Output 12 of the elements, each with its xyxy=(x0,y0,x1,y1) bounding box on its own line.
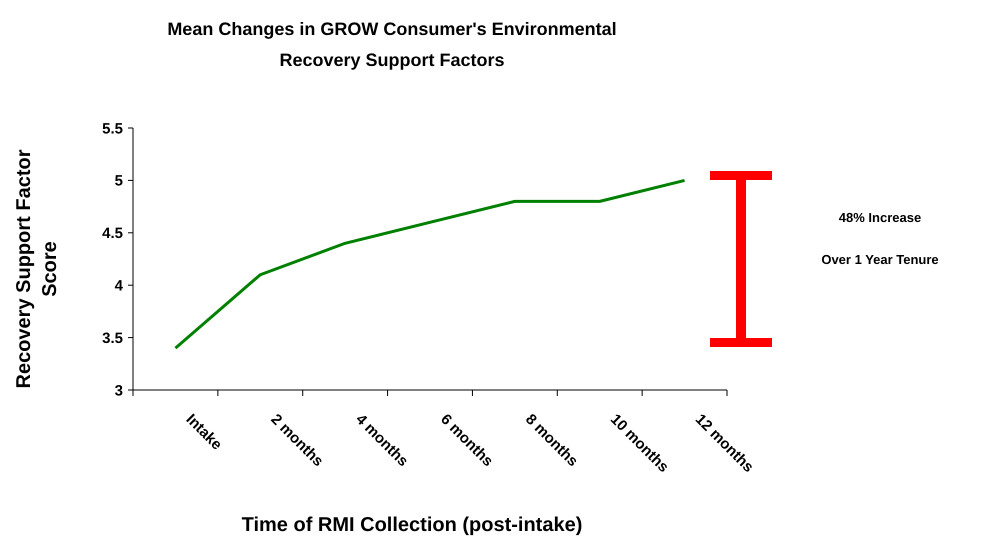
y-axis-title: Recovery Support Factor Score xyxy=(13,149,61,388)
y-tick-label: 4.5 xyxy=(102,225,123,242)
line-series xyxy=(174,178,686,350)
x-axis-title: Time of RMI Collection (post-intake) xyxy=(242,514,582,536)
chart-title: Mean Changes in GROW Consumer's Environmental Recovery Support Factors xyxy=(167,19,617,70)
y-tick-label: 3 xyxy=(114,382,123,400)
text: Over 1 Year Tenure xyxy=(821,252,939,267)
y-tick-label: 3.5 xyxy=(102,330,123,347)
y-tick-label: 5 xyxy=(114,172,123,190)
y-tick-label: 4 xyxy=(114,277,124,294)
y-tick-label: 5.5 xyxy=(102,120,123,138)
text: 48% Increase xyxy=(838,210,922,225)
